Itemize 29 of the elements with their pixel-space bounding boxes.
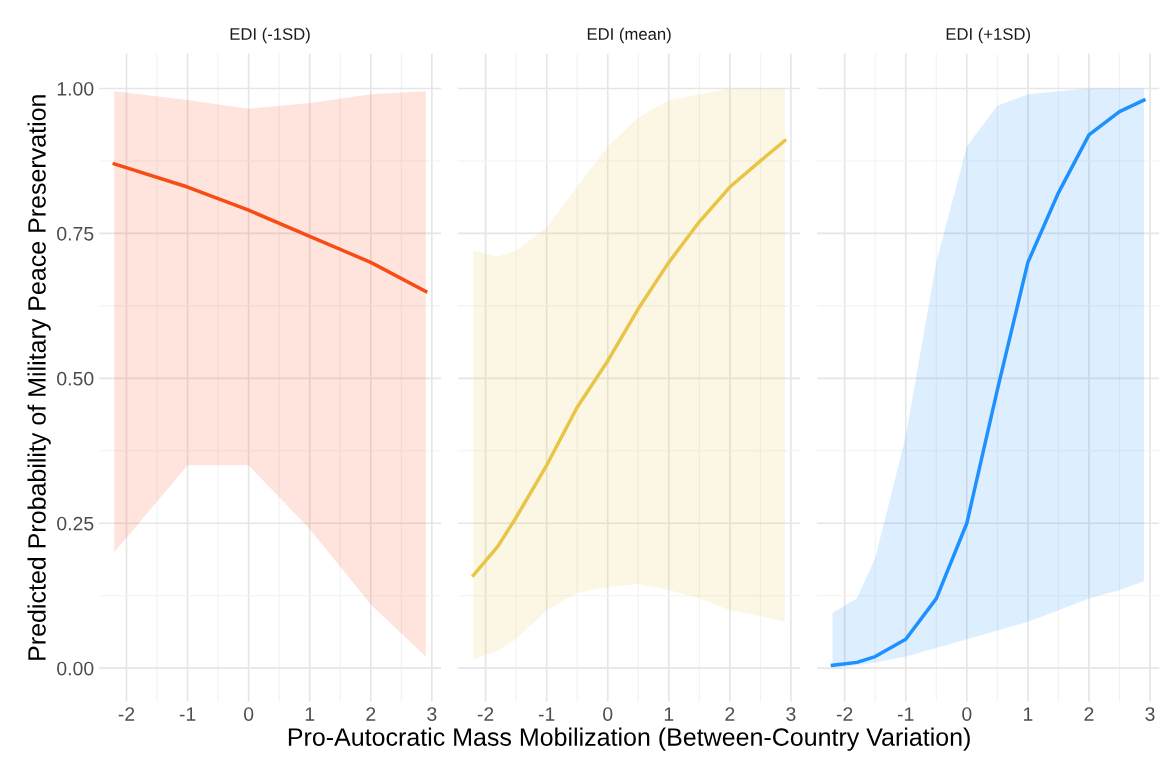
x-tick-label: -2 bbox=[477, 707, 494, 721]
x-tick-label: 2 bbox=[1084, 707, 1094, 721]
x-tick-label: -1 bbox=[538, 707, 555, 721]
y-tick-label: 0.00 bbox=[57, 661, 94, 676]
x-tick-label: 0 bbox=[962, 707, 972, 721]
x-axis-title: Pro-Autocratic Mass Mobilization (Between-Country Variation) bbox=[288, 727, 970, 751]
chart-title: EDI (mean) bbox=[587, 27, 671, 44]
y-tick-label: 1.00 bbox=[57, 81, 94, 96]
y-tick-label: 0.50 bbox=[57, 371, 94, 386]
chart-title: EDI (-1SD) bbox=[230, 27, 310, 44]
y-axis-title: Predicted Probability of Military Peace Preservation bbox=[27, 95, 51, 660]
y-tick-label: 0.75 bbox=[57, 226, 94, 241]
x-tick-label: 1 bbox=[305, 707, 315, 721]
x-tick-label: 0 bbox=[603, 707, 613, 721]
x-tick-label: 1 bbox=[664, 707, 674, 721]
x-tick-label: 2 bbox=[366, 707, 376, 721]
chart-title: EDI (+1SD) bbox=[946, 27, 1030, 44]
x-tick-label: 0 bbox=[244, 707, 254, 721]
x-tick-label: 3 bbox=[427, 707, 437, 721]
y-tick-label: 0.25 bbox=[57, 516, 94, 531]
x-tick-label: -1 bbox=[179, 707, 196, 721]
x-tick-label: 3 bbox=[786, 707, 796, 721]
x-tick-label: 1 bbox=[1023, 707, 1033, 721]
x-tick-label: 2 bbox=[725, 707, 735, 721]
x-tick-label: -2 bbox=[836, 707, 853, 721]
x-tick-label: -2 bbox=[118, 707, 135, 721]
x-tick-label: -1 bbox=[897, 707, 914, 721]
x-tick-label: 3 bbox=[1145, 707, 1155, 721]
line-series bbox=[112, 162, 428, 294]
